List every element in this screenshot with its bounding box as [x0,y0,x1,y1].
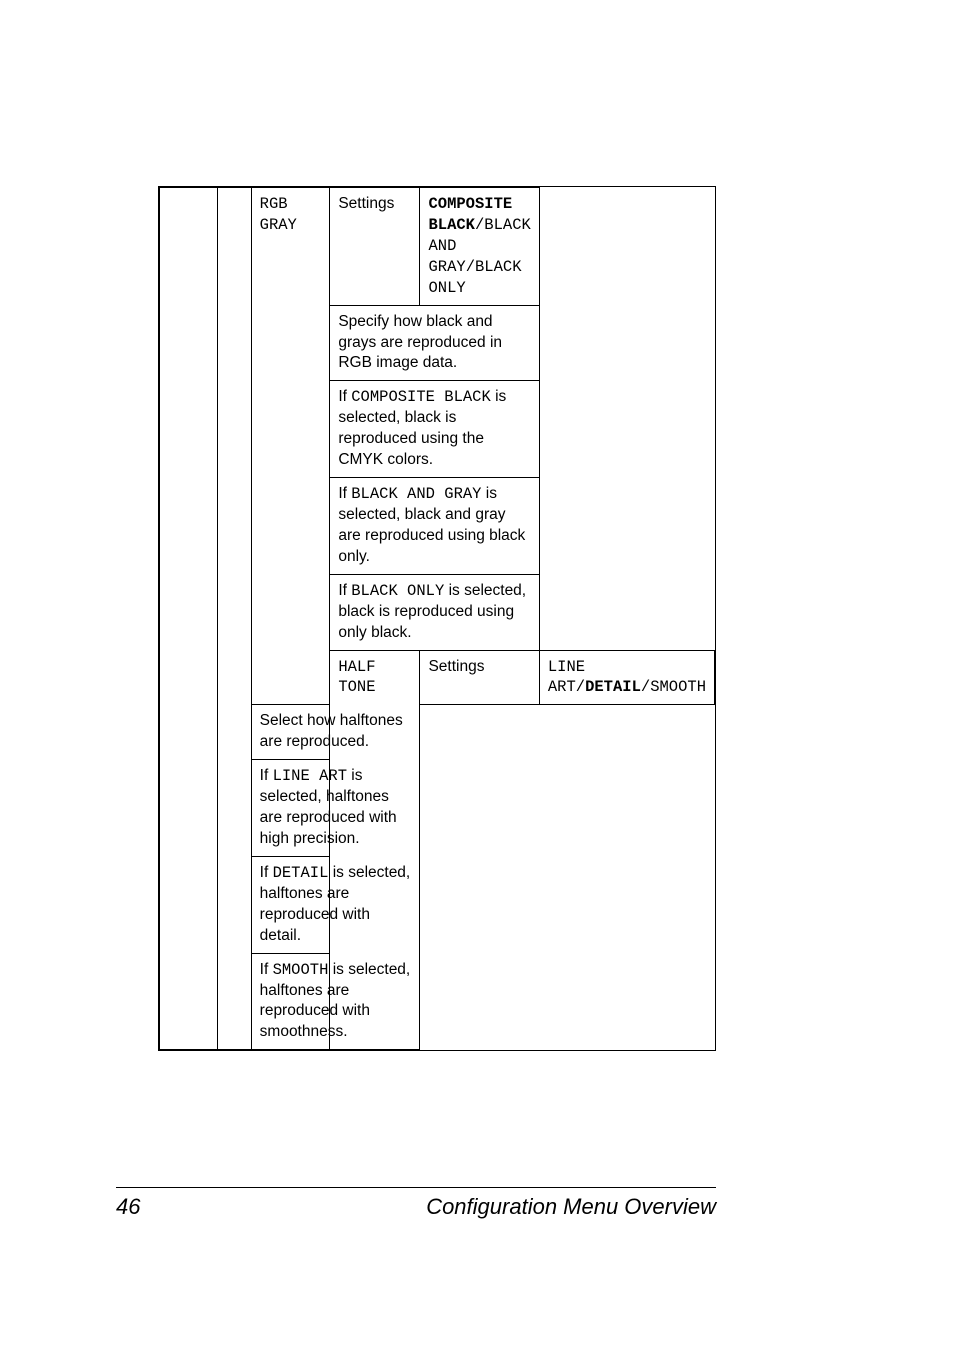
opt-sep2: / [466,258,475,276]
desc2-code: COMPOSITE BLACK [351,388,491,406]
ht-d2c: LINE ART [273,767,347,785]
ht-sep2: / [641,678,650,696]
desc4-code: BLACK ONLY [351,582,444,600]
footer-title: Configuration Menu Overview [426,1194,716,1220]
ht-opt-smooth: SMOOTH [650,678,706,696]
rgb-gray-desc4: If BLACK ONLY is selected, black is repr… [330,574,540,650]
ht-d2a: If [260,767,273,784]
desc3-code: BLACK AND GRAY [351,485,481,503]
desc2a: If [338,388,351,405]
blank-col-1 [217,188,251,1050]
ht-d4c: SMOOTH [273,961,329,979]
ht-sep1: / [576,678,585,696]
half-tone-options: LINE ART/DETAIL/SMOOTH [539,650,714,705]
half-tone-desc2: If LINE ART is selected, halftones are r… [251,760,420,857]
desc4a: If [338,582,351,599]
ht-opt-detail: DETAIL [585,678,641,696]
rgb-gray-options: COMPOSITE BLACK/BLACK AND GRAY/BLACK ONL… [420,188,539,306]
half-tone-settings-label: Settings [420,650,539,705]
rgb-gray-desc3: If BLACK AND GRAY is selected, black and… [330,478,540,575]
ht-d3c: DETAIL [273,864,329,882]
half-tone-desc3: If DETAIL is selected, halftones are rep… [251,856,420,953]
rgb-gray-desc2: If COMPOSITE BLACK is selected, black is… [330,381,540,478]
page-number: 46 [116,1194,140,1220]
rgb-gray-key: RGB GRAY [251,188,330,705]
page-footer: 46 Configuration Menu Overview [116,1187,716,1220]
half-tone-desc1: Select how halftones are reproduced. [251,705,420,760]
ht-d3a: If [260,864,273,881]
opt-sep1: / [475,216,484,234]
settings-table: RGB GRAY Settings COMPOSITE BLACK/BLACK … [158,186,716,1051]
blank-col-0 [160,188,218,1050]
half-tone-desc4: If SMOOTH is selected, halftones are rep… [251,953,420,1050]
ht-d4a: If [260,961,273,978]
rgb-gray-settings-label: Settings [330,188,420,306]
desc3a: If [338,485,351,502]
rgb-gray-desc1: Specify how black and grays are reproduc… [330,305,540,381]
